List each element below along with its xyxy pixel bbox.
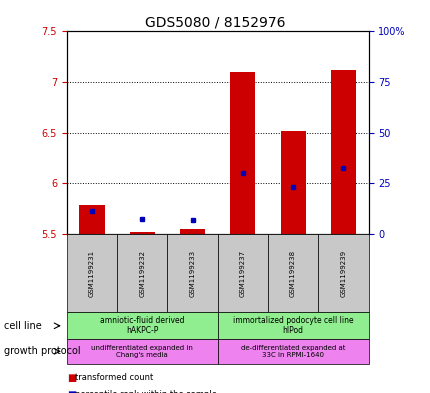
Text: ■: ■	[67, 373, 76, 383]
Text: undifferentiated expanded in
Chang's media: undifferentiated expanded in Chang's med…	[91, 345, 193, 358]
Bar	[280, 130, 305, 234]
Text: growth protocol: growth protocol	[4, 346, 81, 356]
Text: percentile rank within the sample: percentile rank within the sample	[75, 390, 217, 393]
Bar	[129, 232, 154, 234]
Text: GSM1199238: GSM1199238	[289, 250, 295, 297]
Text: de-differentiated expanded at
33C in RPMI-1640: de-differentiated expanded at 33C in RPM…	[240, 345, 344, 358]
Bar	[79, 206, 104, 234]
Bar	[230, 72, 255, 234]
Text: GSM1199231: GSM1199231	[89, 250, 95, 297]
Text: cell line: cell line	[4, 321, 42, 331]
Text: GSM1199232: GSM1199232	[139, 250, 145, 297]
Bar	[180, 229, 205, 234]
Text: immortalized podocyte cell line
hIPod: immortalized podocyte cell line hIPod	[232, 316, 353, 336]
Text: GSM1199233: GSM1199233	[189, 250, 195, 297]
Text: GSM1199237: GSM1199237	[239, 250, 245, 297]
Text: transformed count: transformed count	[75, 373, 154, 382]
Text: amniotic-fluid derived
hAKPC-P: amniotic-fluid derived hAKPC-P	[100, 316, 184, 336]
Text: GDS5080 / 8152976: GDS5080 / 8152976	[145, 16, 285, 30]
Bar	[330, 70, 355, 234]
Text: ■: ■	[67, 390, 76, 393]
Text: GSM1199239: GSM1199239	[340, 250, 346, 297]
